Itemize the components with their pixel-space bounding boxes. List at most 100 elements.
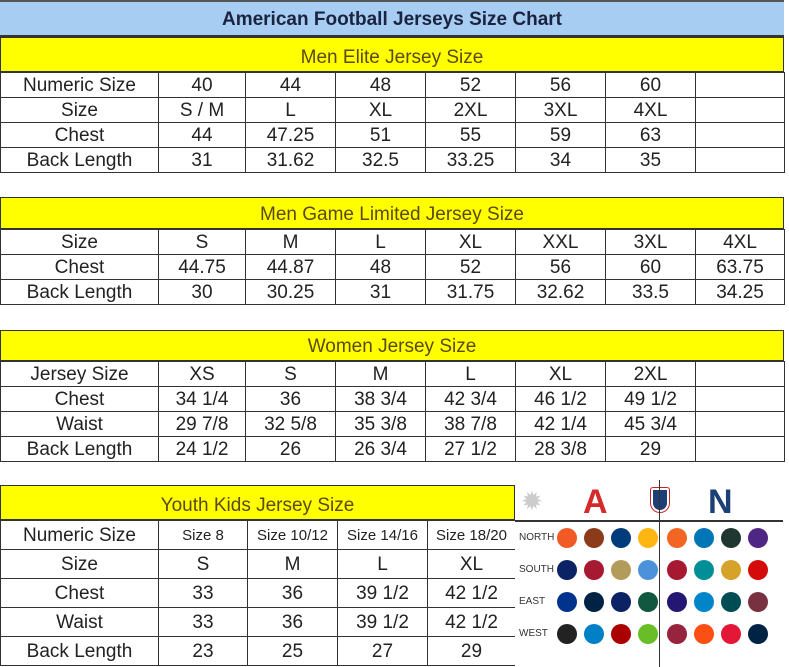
table-row: Waist 29 7/8 32 5/8 35 3/8 38 7/8 42 1/4 45 3/… xyxy=(0,411,785,437)
size-cell: 27 xyxy=(337,636,428,666)
men-game-header: Men Game Limited Jersey Size xyxy=(0,197,784,229)
size-cell: 36 xyxy=(247,607,338,637)
men-elite-table: Numeric Size 40 44 48 52 56 60 Size S / M L XL 2XL 3… xyxy=(0,72,785,173)
size-cell: 40 xyxy=(158,72,246,98)
team-logo-icon xyxy=(611,560,631,580)
size-cell: 39 1/2 xyxy=(337,607,428,637)
team-logo-icon xyxy=(721,560,741,580)
size-cell: 31 xyxy=(158,147,246,173)
size-cell: 42 1/2 xyxy=(427,607,516,637)
row-label: Chest xyxy=(0,122,159,148)
division-label: SOUTH xyxy=(519,564,554,575)
size-cell: 48 xyxy=(335,254,426,280)
size-cell: 31 xyxy=(335,279,426,305)
row-label: Numeric Size xyxy=(0,72,159,98)
size-cell: XS xyxy=(158,361,246,387)
team-logo-icon xyxy=(694,592,714,612)
team-logo-icon xyxy=(748,528,768,548)
size-cell: 34.25 xyxy=(695,279,785,305)
size-cell: 42 1/2 xyxy=(427,578,516,608)
size-cell: 46 1/2 xyxy=(515,386,606,412)
size-cell xyxy=(695,147,785,173)
team-logo-icon xyxy=(611,624,631,644)
size-cell xyxy=(695,411,785,437)
star-icon: ✹ xyxy=(521,486,543,516)
size-cell: 47.25 xyxy=(245,122,336,148)
size-cell: 63 xyxy=(605,122,696,148)
team-logo-icon xyxy=(584,560,604,580)
team-logo-icon xyxy=(584,624,604,644)
size-cell: 52 xyxy=(425,254,516,280)
size-cell: 32.62 xyxy=(515,279,606,305)
team-logo-icon xyxy=(667,592,687,612)
team-logo-icon xyxy=(557,528,577,548)
size-cell: Size 14/16 xyxy=(337,520,428,550)
afc-logo: A xyxy=(583,483,608,521)
team-logo-icon xyxy=(584,528,604,548)
size-cell: 2XL xyxy=(605,361,696,387)
team-logo-icon xyxy=(638,592,658,612)
size-cell: 56 xyxy=(515,254,606,280)
table-row: Jersey Size XS S M L XL 2XL xyxy=(0,361,785,387)
team-logo-icon xyxy=(638,624,658,644)
size-cell: 44 xyxy=(245,72,336,98)
size-cell: 3XL xyxy=(515,97,606,123)
team-logo-icon xyxy=(557,560,577,580)
size-cell: Size 8 xyxy=(158,520,248,550)
division-label: EAST xyxy=(519,596,546,607)
size-cell: 33.25 xyxy=(425,147,516,173)
nfc-logo: N xyxy=(708,483,733,521)
men-elite-section: Men Elite Jersey Size Numeric Size 40 44 48… xyxy=(0,37,785,173)
size-cell: XXL xyxy=(515,229,606,255)
team-logo-icon xyxy=(667,624,687,644)
size-cell: 42 1/4 xyxy=(515,411,606,437)
team-logo-icon xyxy=(638,528,658,548)
women-section: Women Jersey Size Jersey Size XS S M L XL 2XL C… xyxy=(0,330,785,462)
size-cell xyxy=(695,436,785,462)
size-cell: 35 xyxy=(605,147,696,173)
table-row: Waist 33 36 39 1/2 42 1/2 xyxy=(0,607,516,637)
size-cell: 26 xyxy=(245,436,336,462)
table-row: Back Length 31 31.62 32.5 33.25 34 35 xyxy=(0,147,785,173)
women-table: Jersey Size XS S M L XL 2XL Chest 34 1/4 36 38 3/4… xyxy=(0,361,785,462)
size-cell: 32 5/8 xyxy=(245,411,336,437)
team-logo-icon xyxy=(557,592,577,612)
team-logo-icon xyxy=(748,592,768,612)
size-cell: XL xyxy=(335,97,426,123)
table-row: Size S M L XL xyxy=(0,549,516,579)
row-label: Waist xyxy=(0,607,159,637)
row-label: Chest xyxy=(0,578,159,608)
size-cell: 26 3/4 xyxy=(335,436,426,462)
size-cell: 30 xyxy=(158,279,246,305)
size-cell: 60 xyxy=(605,254,696,280)
size-cell: L xyxy=(425,361,516,387)
size-cell: M xyxy=(335,361,426,387)
size-cell: 31.75 xyxy=(425,279,516,305)
team-logo-icon xyxy=(694,624,714,644)
size-cell: 44.87 xyxy=(245,254,336,280)
size-cell: 60 xyxy=(605,72,696,98)
team-logo-icon xyxy=(748,624,768,644)
size-cell: 33 xyxy=(158,607,248,637)
team-logo-icon xyxy=(694,560,714,580)
size-cell: 29 xyxy=(427,636,516,666)
size-cell: 44 xyxy=(158,122,246,148)
size-cell: 32.5 xyxy=(335,147,426,173)
row-label: Chest xyxy=(0,386,159,412)
team-logo-icon xyxy=(721,624,741,644)
table-row: Numeric Size Size 8 Size 10/12 Size 14/16 Si… xyxy=(0,520,516,550)
size-cell: 34 1/4 xyxy=(158,386,246,412)
size-cell: XL xyxy=(427,549,516,579)
team-logo-icon xyxy=(557,624,577,644)
row-label: Numeric Size xyxy=(0,520,159,550)
row-label: Back Length xyxy=(0,147,159,173)
size-cell xyxy=(695,386,785,412)
row-label: Size xyxy=(0,549,159,579)
size-cell: 28 3/8 xyxy=(515,436,606,462)
size-cell: 25 xyxy=(247,636,338,666)
size-cell: 23 xyxy=(158,636,248,666)
team-logo-icon xyxy=(748,560,768,580)
size-cell: 34 xyxy=(515,147,606,173)
table-row: Chest 34 1/4 36 38 3/4 42 3/4 46 1/2 49 1/2 xyxy=(0,386,785,412)
size-cell: 29 xyxy=(605,436,696,462)
